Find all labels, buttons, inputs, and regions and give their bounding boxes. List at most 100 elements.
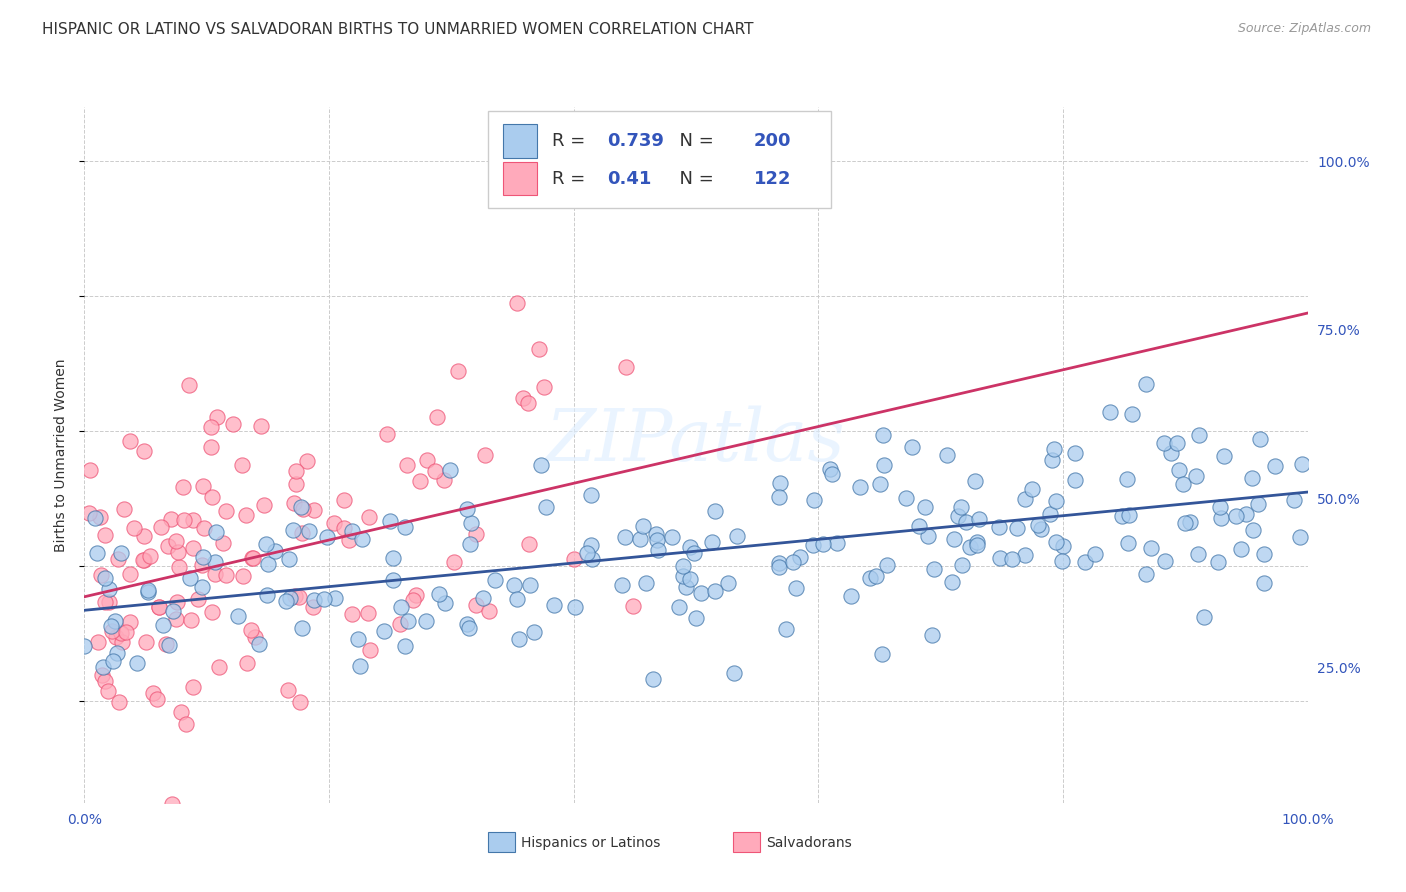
Point <box>155 637 177 651</box>
Point <box>304 502 326 516</box>
Text: Hispanics or Latinos: Hispanics or Latinos <box>522 836 661 850</box>
Point <box>247 637 270 651</box>
Point <box>93 571 115 585</box>
Point <box>1160 446 1182 460</box>
Point <box>679 541 702 555</box>
Point <box>291 501 314 516</box>
Point <box>316 530 339 544</box>
Point <box>1084 547 1107 561</box>
Point <box>457 621 479 635</box>
Point <box>614 360 637 375</box>
Point <box>950 500 973 515</box>
Point <box>1135 377 1157 392</box>
Point <box>232 569 254 583</box>
Point <box>1118 508 1140 522</box>
Point <box>1153 436 1175 450</box>
Point <box>647 543 669 558</box>
Point <box>347 632 370 646</box>
Point <box>254 537 277 551</box>
Point <box>775 622 797 636</box>
Point <box>240 550 263 565</box>
Point <box>277 682 299 697</box>
Point <box>208 660 231 674</box>
Point <box>91 659 114 673</box>
Point <box>1135 567 1157 582</box>
Point <box>283 523 305 537</box>
Point <box>967 512 990 526</box>
Point <box>849 480 872 494</box>
Point <box>115 625 138 640</box>
Point <box>415 453 437 467</box>
Point <box>1121 407 1143 421</box>
Point <box>250 418 273 433</box>
Point <box>357 606 380 620</box>
Point <box>1247 497 1270 511</box>
Point <box>146 691 169 706</box>
Point <box>284 590 307 604</box>
Point <box>564 552 586 566</box>
Point <box>579 538 602 552</box>
Point <box>257 557 280 571</box>
Point <box>357 509 380 524</box>
Point <box>1014 492 1036 507</box>
Text: Source: ZipAtlas.com: Source: ZipAtlas.com <box>1237 22 1371 36</box>
Point <box>101 624 124 638</box>
Point <box>83 511 105 525</box>
Point <box>818 462 841 476</box>
Point <box>530 458 553 473</box>
Point <box>132 552 155 566</box>
Point <box>543 598 565 612</box>
Point <box>966 538 988 552</box>
Point <box>172 480 194 494</box>
Text: 122: 122 <box>754 169 792 187</box>
Point <box>111 635 134 649</box>
Point <box>527 343 550 357</box>
Point <box>200 440 222 454</box>
Text: N =: N = <box>668 169 720 187</box>
Point <box>917 529 939 543</box>
Point <box>1284 493 1306 508</box>
Point <box>723 665 745 680</box>
Point <box>276 594 298 608</box>
Point <box>103 654 125 668</box>
Point <box>1005 521 1028 535</box>
Point <box>801 538 824 552</box>
Point <box>204 566 226 581</box>
Point <box>768 556 790 570</box>
Point <box>943 532 966 546</box>
Point <box>94 527 117 541</box>
Point <box>576 546 599 560</box>
Point <box>166 594 188 608</box>
Point <box>135 634 157 648</box>
Point <box>1229 541 1251 556</box>
Point <box>1211 510 1233 524</box>
Point <box>302 600 325 615</box>
Point <box>236 657 259 671</box>
Point <box>136 583 159 598</box>
Point <box>256 588 278 602</box>
Point <box>323 591 346 605</box>
Point <box>894 491 917 505</box>
Point <box>1039 507 1062 521</box>
Point <box>103 614 125 628</box>
Point <box>90 568 112 582</box>
Point <box>278 591 301 605</box>
Point <box>443 555 465 569</box>
Text: HISPANIC OR LATINO VS SALVADORAN BIRTHS TO UNMARRIED WOMEN CORRELATION CHART: HISPANIC OR LATINO VS SALVADORAN BIRTHS … <box>42 22 754 37</box>
Point <box>89 509 111 524</box>
Point <box>394 520 416 534</box>
Point <box>183 680 205 694</box>
Point <box>148 600 170 615</box>
Point <box>876 558 898 572</box>
Point <box>825 536 848 550</box>
FancyBboxPatch shape <box>488 111 831 208</box>
Text: Salvadorans: Salvadorans <box>766 836 852 850</box>
Point <box>205 410 228 425</box>
Text: R =: R = <box>551 169 591 187</box>
Point <box>1014 548 1036 562</box>
Point <box>439 463 461 477</box>
Point <box>134 553 156 567</box>
Text: R =: R = <box>551 132 591 150</box>
Point <box>1225 508 1247 523</box>
Point <box>382 574 405 588</box>
